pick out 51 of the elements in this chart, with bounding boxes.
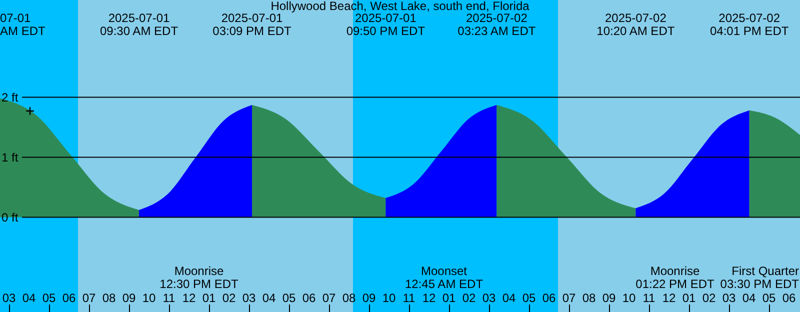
- x-tick-label: 10: [382, 291, 396, 305]
- x-tick-label: 01: [682, 291, 696, 305]
- x-tick-label: 06: [62, 291, 76, 305]
- x-tick-label: 07: [82, 291, 96, 305]
- x-tick-label: 05: [522, 291, 536, 305]
- x-tick-label: 09: [122, 291, 136, 305]
- x-tick-label: 02: [702, 291, 716, 305]
- annotation: 2025-07-01 09:50 PM EDT: [346, 11, 426, 38]
- annotation: 2025-07-02 03:23 AM EDT: [458, 11, 536, 38]
- x-tick-label: 05: [282, 291, 296, 305]
- x-tick-label: 03: [2, 291, 16, 305]
- x-tick-label: 01: [442, 291, 456, 305]
- x-tick-label: 02: [462, 291, 476, 305]
- x-tick-label: 06: [542, 291, 556, 305]
- x-tick-label: 10: [622, 291, 636, 305]
- x-tick-label: 11: [402, 291, 416, 305]
- annotation: 07-01 AM EDT: [0, 11, 46, 38]
- x-tick-label: 03: [722, 291, 736, 305]
- annotation: 2025-07-02 04:01 PM EDT: [710, 11, 790, 38]
- x-tick-label: 05: [42, 291, 56, 305]
- x-tick-label: 02: [222, 291, 236, 305]
- x-tick-label: 12: [662, 291, 676, 305]
- x-tick-label: 04: [742, 291, 756, 305]
- x-tick-label: 01: [202, 291, 216, 305]
- annotation: 2025-07-02 10:20 AM EDT: [596, 11, 676, 38]
- x-tick-label: 12: [422, 291, 436, 305]
- x-tick-label: 11: [642, 291, 656, 305]
- x-tick-label: 06: [302, 291, 316, 305]
- x-tick-label: 04: [22, 291, 36, 305]
- x-tick-label: 06: [782, 291, 796, 305]
- x-tick-label: 03: [482, 291, 496, 305]
- x-tick-label: 04: [262, 291, 276, 305]
- annotation: 2025-07-01 09:30 AM EDT: [100, 11, 179, 38]
- annotation: Moonrise 01:22 PM EDT: [636, 264, 716, 291]
- annotation: Moonrise 12:30 PM EDT: [160, 264, 240, 291]
- annotation: 2025-07-01 03:09 PM EDT: [212, 11, 292, 38]
- x-tick-label: 10: [142, 291, 156, 305]
- x-tick-label: 07: [562, 291, 576, 305]
- x-tick-label: 09: [362, 291, 376, 305]
- annotation: Moonset 12:45 AM EDT: [404, 264, 484, 291]
- x-tick-label: 08: [582, 291, 596, 305]
- x-tick-label: 07: [322, 291, 336, 305]
- x-tick-label: 11: [162, 291, 176, 305]
- x-tick-label: 12: [182, 291, 196, 305]
- annotation: First Quarter 03:30 PM EDT: [720, 264, 800, 291]
- x-tick-label: 03: [242, 291, 256, 305]
- x-tick-label: 05: [762, 291, 776, 305]
- x-tick-label: 08: [102, 291, 116, 305]
- x-tick-label: 04: [502, 291, 516, 305]
- x-tick-label: 09: [602, 291, 616, 305]
- y-tick-label: 1 ft: [2, 150, 19, 165]
